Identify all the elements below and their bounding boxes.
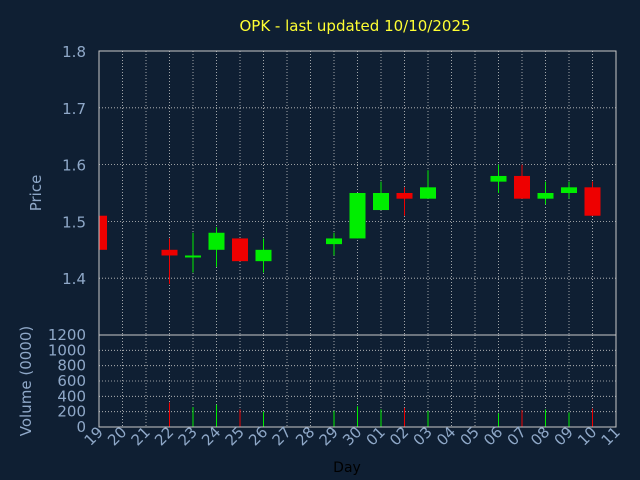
candle-body [326, 238, 342, 245]
day-axis-label: Day [333, 460, 361, 476]
volume-tick-label: 600 [57, 372, 86, 390]
price-tick-label: 1.5 [62, 213, 86, 231]
candle-body [561, 187, 577, 193]
volume-tick-label: 1200 [48, 326, 86, 344]
volume-tick-label: 200 [57, 403, 86, 421]
candle-body [185, 255, 201, 258]
candle-body [208, 232, 225, 250]
candle-body [584, 187, 601, 216]
day-axis-ticks: 1920212223242526272829300102030405060708… [81, 423, 624, 449]
price-tick-label: 1.8 [62, 43, 86, 61]
candle-body [255, 249, 272, 262]
volume-plot-frame [98, 334, 617, 428]
volume-tick-label: 0 [76, 418, 86, 436]
candles-layer [98, 164, 601, 284]
price-tick-label: 1.7 [62, 100, 86, 118]
candle-body [373, 193, 389, 211]
price-tick-label: 1.4 [62, 270, 86, 288]
chart-title: OPK - last updated 10/10/2025 [239, 17, 470, 35]
candle-body [514, 175, 530, 199]
price-tick-label: 1.6 [62, 157, 86, 175]
price-axis-label: Price [27, 175, 45, 212]
price-axis-ticks: 1.4 1.5 1.6 1.7 1.8 [62, 43, 86, 288]
candle-body [99, 215, 107, 250]
volume-tick-label: 800 [57, 357, 86, 375]
candle-body [537, 193, 554, 199]
candle-body [232, 238, 248, 262]
candle-body [396, 193, 413, 199]
candle-body [420, 187, 436, 199]
volume-tick-label: 1000 [48, 341, 86, 359]
candle-body [161, 249, 178, 256]
volume-bars-layer [169, 402, 593, 427]
volume-tick-label: 400 [57, 387, 86, 405]
candle-body [490, 175, 507, 182]
candle-body [349, 193, 366, 239]
volume-axis-label: Volume (0000) [17, 326, 35, 436]
